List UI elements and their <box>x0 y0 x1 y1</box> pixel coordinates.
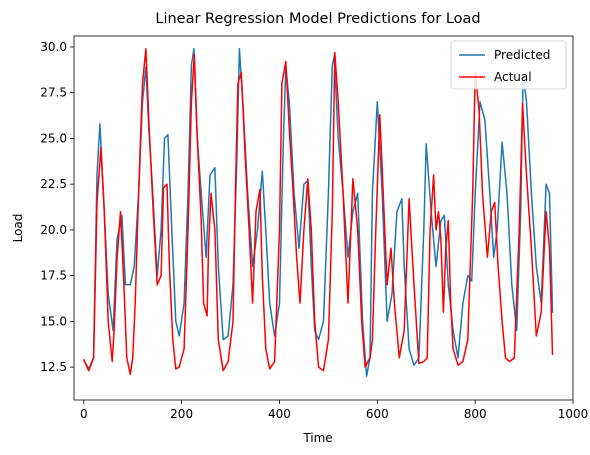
y-tick-label: 30.0 <box>40 40 67 54</box>
y-tick-label: 25.0 <box>40 131 67 145</box>
x-tick-label: 800 <box>464 407 487 421</box>
legend: Predicted Actual <box>450 40 567 90</box>
y-tick-label: 15.0 <box>40 314 67 328</box>
y-tick-label: 20.0 <box>40 223 67 237</box>
y-axis-label: Load <box>11 214 25 243</box>
plot-area <box>83 48 554 377</box>
series-line-actual <box>83 48 554 376</box>
x-tick-label: 1000 <box>558 407 589 421</box>
axes: 0 200 400 600 800 1000 12.5 15.0 17.5 20.0 22.5 25.… <box>40 35 589 421</box>
series-line-predicted <box>83 48 554 377</box>
legend-label-predicted: Predicted <box>494 48 550 62</box>
y-tick-label: 22.5 <box>40 177 67 191</box>
x-tick-label: 0 <box>80 407 88 421</box>
y-tick-label: 12.5 <box>40 360 67 374</box>
axes-frame <box>73 35 574 401</box>
x-tick-label: 200 <box>170 407 193 421</box>
x-tick-label: 400 <box>268 407 291 421</box>
chart-title: Linear Regression Model Predictions for … <box>155 11 480 27</box>
x-tick-label: 600 <box>366 407 389 421</box>
legend-label-actual: Actual <box>494 70 532 84</box>
y-tick-label: 27.5 <box>40 86 67 100</box>
y-tick-label: 17.5 <box>40 269 67 283</box>
x-axis-label: Time <box>302 431 332 445</box>
